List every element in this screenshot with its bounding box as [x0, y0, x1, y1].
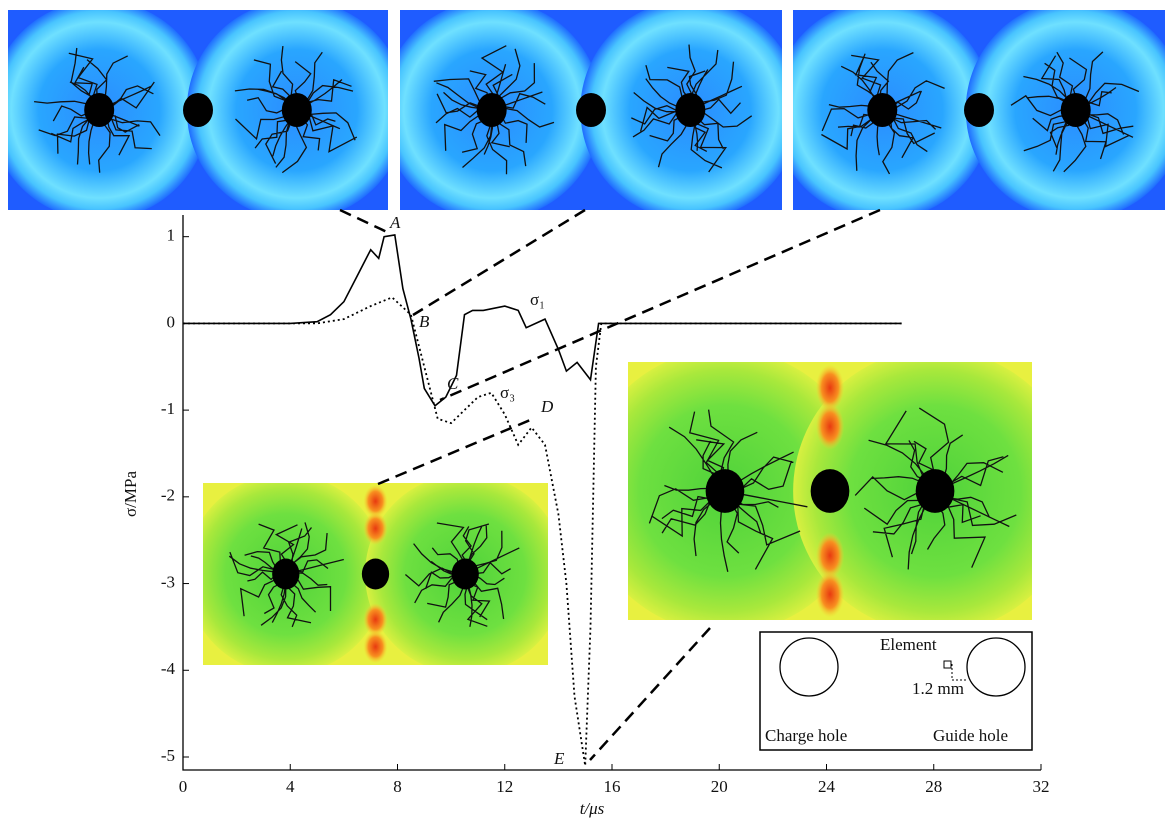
series-label: σ₁: [530, 290, 545, 309]
legend-text: Charge hole: [765, 726, 847, 745]
charge-hole: [675, 93, 705, 127]
series-label: σ₃: [500, 383, 515, 402]
guide-hole: [576, 93, 606, 127]
legend-text: 1.2 mm: [912, 679, 964, 698]
y-tick-label: -1: [161, 399, 175, 418]
guide-hole: [811, 469, 850, 513]
guide-hole: [362, 559, 389, 590]
image-content: [382, 0, 801, 220]
charge-hole: [916, 469, 955, 513]
hot-spot: [816, 571, 844, 617]
simulation-images: [0, 0, 1170, 674]
point-label: E: [553, 749, 565, 768]
charge-hole: [272, 559, 299, 590]
hot-spot: [363, 512, 387, 545]
inset-legend: Element 1.2 mm Charge hole Guide hole: [760, 632, 1032, 750]
x-tick-label: 12: [496, 777, 513, 796]
point-label: C: [447, 374, 459, 393]
legend-text: Guide hole: [933, 726, 1008, 745]
simulation-image: [382, 0, 801, 220]
x-tick-label: 16: [604, 777, 621, 796]
x-axis-label: t/μs: [580, 799, 605, 818]
point-label: A: [389, 213, 401, 232]
x-tick-label: 20: [711, 777, 728, 796]
charge-hole: [706, 469, 745, 513]
simulation-image: [583, 349, 1077, 633]
charge-hole: [867, 93, 897, 127]
y-axis-label: σ/MPa: [121, 471, 140, 517]
x-tick-label: 32: [1033, 777, 1050, 796]
x-tick-label: 0: [179, 777, 188, 796]
charge-hole: [477, 93, 507, 127]
image-content: [0, 0, 407, 220]
legend-text: Element: [880, 635, 937, 654]
y-tick-label: -4: [161, 659, 176, 678]
x-tick-label: 8: [393, 777, 402, 796]
x-tick-label: 28: [925, 777, 942, 796]
charge-hole: [452, 559, 479, 590]
simulation-image: [772, 0, 1170, 220]
y-tick-label: -2: [161, 486, 175, 505]
hot-spot: [363, 630, 387, 663]
y-tick-label: 1: [167, 226, 176, 245]
chart: 0 4 8 12 16 20 24 28 32 -5 -4 -3 -2 -1 0 1 σ₁ σ₃ t/μs σ…: [0, 0, 1170, 821]
charge-hole: [84, 93, 114, 127]
simulation-image: [186, 474, 566, 674]
guide-hole: [964, 93, 994, 127]
image-content: [186, 474, 566, 674]
point-label: D: [540, 397, 554, 416]
image-content: [772, 0, 1170, 220]
hot-spot: [816, 403, 844, 449]
y-tick-label: 0: [167, 312, 176, 331]
charge-hole: [282, 93, 312, 127]
x-tick-label: 4: [286, 777, 295, 796]
simulation-image: [0, 0, 407, 220]
image-content: [583, 349, 1077, 633]
point-label: B: [419, 312, 430, 331]
charge-hole: [1061, 93, 1091, 127]
y-tick-label: -3: [161, 572, 175, 591]
x-tick-label: 24: [818, 777, 836, 796]
y-tick-label: -5: [161, 746, 175, 765]
guide-hole: [183, 93, 213, 127]
